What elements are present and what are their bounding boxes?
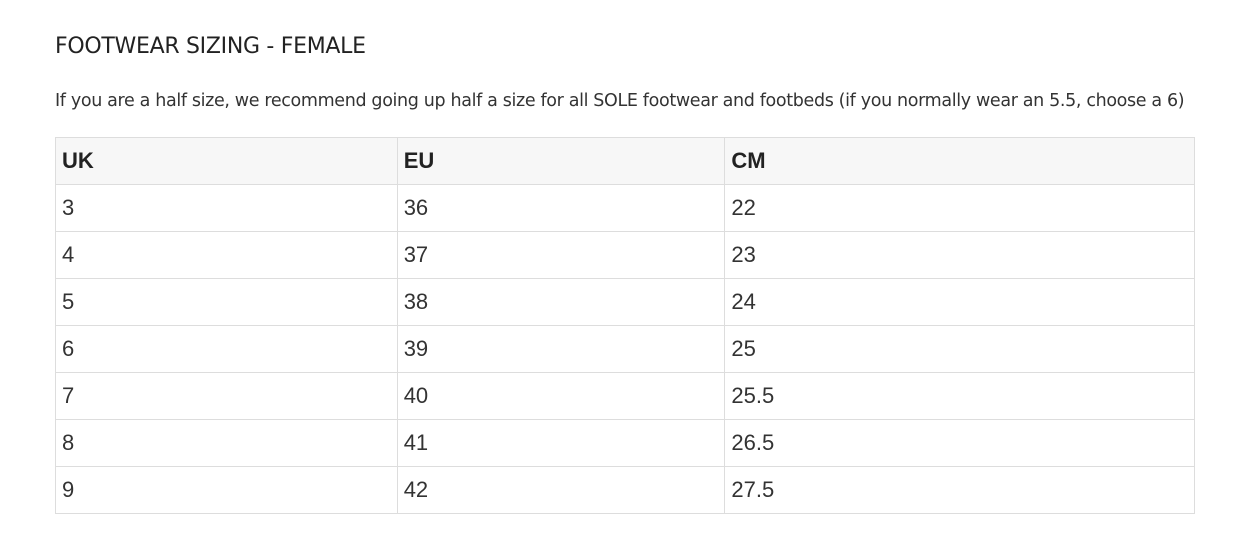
table-row: 4 37 23	[55, 231, 1195, 279]
cell-eu: 40	[396, 372, 726, 420]
cell-cm: 25.5	[724, 372, 1195, 420]
size-chart-table: UK EU CM 3 36 22 4 37 23 5 38 24 6	[55, 137, 1195, 514]
half-size-note: If you are a half size, we recommend goi…	[55, 91, 1185, 111]
cell-eu: 37	[396, 231, 726, 279]
cell-cm: 22	[724, 184, 1195, 232]
table-row: 7 40 25.5	[55, 372, 1195, 420]
column-header-cm: CM	[724, 137, 1195, 185]
table-row: 9 42 27.5	[55, 466, 1195, 514]
cell-cm: 25	[724, 325, 1195, 373]
cell-cm: 27.5	[724, 466, 1195, 514]
cell-uk: 4	[55, 231, 398, 279]
cell-uk: 7	[55, 372, 398, 420]
cell-uk: 5	[55, 278, 398, 326]
cell-cm: 24	[724, 278, 1195, 326]
cell-cm: 23	[724, 231, 1195, 279]
table-row: 5 38 24	[55, 278, 1195, 326]
cell-eu: 42	[396, 466, 726, 514]
cell-uk: 6	[55, 325, 398, 373]
cell-cm: 26.5	[724, 419, 1195, 467]
table-row: 8 41 26.5	[55, 419, 1195, 467]
cell-eu: 41	[396, 419, 726, 467]
cell-uk: 3	[55, 184, 398, 232]
column-header-eu: EU	[396, 137, 726, 185]
cell-uk: 9	[55, 466, 398, 514]
column-header-uk: UK	[55, 137, 398, 185]
page-title: FOOTWEAR SIZING - FEMALE	[55, 34, 366, 59]
cell-eu: 39	[396, 325, 726, 373]
table-row: 3 36 22	[55, 184, 1195, 232]
cell-eu: 38	[396, 278, 726, 326]
cell-eu: 36	[396, 184, 726, 232]
cell-uk: 8	[55, 419, 398, 467]
table-header-row: UK EU CM	[55, 137, 1195, 185]
table-row: 6 39 25	[55, 325, 1195, 373]
